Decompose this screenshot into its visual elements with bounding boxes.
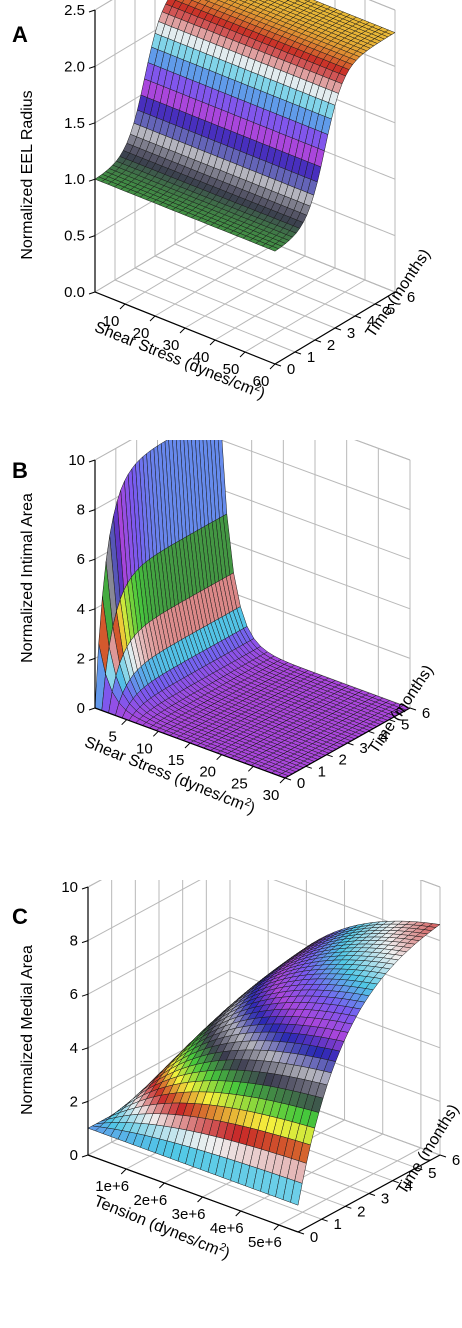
panela-letter: A [12, 22, 28, 47]
panelb-x-tick-label: 25 [231, 775, 248, 792]
panelb-x-tick-label: 10 [136, 740, 153, 757]
panelb-y-tick-label: 4 [380, 728, 388, 745]
panelb-y-tick-label: 2 [338, 752, 346, 769]
panelb-z-tick-label: 4 [77, 601, 85, 618]
panela-y-tick-label: 4 [367, 313, 375, 330]
chart-panel-b: B 5 10 15 20 25 30 0 1 2 3 4 5 6 0 2 4 6 8 10 Normalized Int… [0, 440, 462, 880]
panelc-x-tick-label: 1e+6 [95, 1178, 129, 1195]
panela-z-tick-label: 0.0 [64, 284, 85, 301]
panelb-z-axis-title: Normalized Intimal Area [19, 493, 36, 663]
panelc-z-tick-label: 6 [70, 986, 78, 1003]
panela-x-tick-label: 10 [103, 313, 120, 330]
panela-y-axis-title: Time (months) [363, 246, 434, 341]
panelb-y-tick-label: 1 [318, 763, 326, 780]
panelb-letter: B [12, 458, 28, 483]
panelc-x-tick-label: 4e+6 [210, 1220, 244, 1237]
panelc-y-tick-label: 6 [452, 1152, 460, 1169]
panelc-z-tick-label: 4 [70, 1040, 78, 1057]
panelc-y-tick-label: 2 [357, 1203, 365, 1220]
panelb-z-tick-label: 6 [77, 551, 85, 568]
panelc-z-tick-label: 0 [70, 1147, 78, 1164]
panelc-x-tick-label: 5e+6 [248, 1234, 282, 1251]
panela-z-tick-label: 0.5 [64, 228, 85, 245]
panelb-x-tick-label: 20 [199, 764, 216, 781]
panelb-y-tick-label: 6 [422, 705, 430, 722]
panela-z-tick-label: 2.0 [64, 58, 85, 75]
panela-x-tick-label: 40 [193, 349, 210, 366]
panelb-x-tick-label: 5 [108, 729, 116, 746]
panelb-x-tick-label: 15 [168, 752, 185, 769]
panelc-z-tick-label: 8 [70, 933, 78, 950]
panelb-x-tick-label: 30 [263, 787, 280, 804]
panela-z-tick-label: 1.5 [64, 115, 85, 132]
panela-x-tick-label: 60 [253, 373, 270, 390]
panelb-surface [94, 440, 411, 779]
panelc-x-tick-label: 3e+6 [172, 1206, 206, 1223]
panelc-y-tick-label: 4 [404, 1178, 412, 1195]
panela-z-tick-label: 2.5 [64, 2, 85, 19]
panela-y-tick-label: 1 [307, 349, 315, 366]
panelc-y-axis-title: Time (months) [394, 1102, 462, 1198]
panelb-z-tick-label: 8 [77, 502, 85, 519]
panela-x-axis-title: Shear Stress (dynes/cm2) [92, 317, 268, 403]
panela-z-tick-label: 1.0 [64, 171, 85, 188]
panela-y-tick-label: 3 [347, 325, 355, 342]
panelc-y-tick-label: 5 [428, 1165, 436, 1182]
panelc-z-axis-title: Normalized Medial Area [19, 945, 36, 1115]
chart-panel-c: C 1e+6 2e+6 3e+6 4e+6 5e+6 0 1 2 3 4 5 6 0 2 4 6 8 10 Norma… [0, 880, 462, 1328]
panela-x-tick-label: 20 [133, 325, 150, 342]
panelc-y-tick-label: 1 [333, 1216, 341, 1233]
chart-panel-a: A 10 20 30 40 50 60 0 1 2 3 4 5 6 0.0 0.5 1.0 1.5 2.0 2.5 No… [0, 0, 462, 440]
panelc-z-tick-label: 10 [61, 880, 78, 896]
panelc-y-tick-label: 3 [381, 1191, 389, 1208]
panela-z-axis-title: Normalized EEL Radius [19, 90, 36, 259]
panela-surface [94, 0, 396, 252]
panelc-surface [87, 920, 441, 1206]
panelc-letter: C [12, 904, 28, 929]
panela-x-tick-label: 30 [163, 337, 180, 354]
surface-chart-c: C1e+62e+63e+64e+65e+6 01234560246810Norma… [12, 880, 462, 1263]
panelb-y-tick-label: 5 [401, 717, 409, 734]
panelb-y-tick-label: 3 [359, 740, 367, 757]
panelc-z-tick-label: 2 [70, 1093, 78, 1110]
panelc-y-tick-label: 0 [310, 1229, 318, 1246]
panela-x-tick-label: 50 [223, 361, 240, 378]
panela-y-tick-label: 6 [407, 289, 415, 306]
panela-y-tick-label: 0 [287, 361, 295, 378]
panelb-z-tick-label: 0 [77, 700, 85, 717]
panelb-y-tick-label: 0 [297, 775, 305, 792]
panela-y-tick-label: 5 [387, 301, 395, 318]
panela-y-tick-label: 2 [327, 337, 335, 354]
panelc-x-tick-label: 2e+6 [133, 1192, 167, 1209]
panelb-z-tick-label: 2 [77, 650, 85, 667]
panelb-z-tick-label: 10 [68, 452, 85, 469]
